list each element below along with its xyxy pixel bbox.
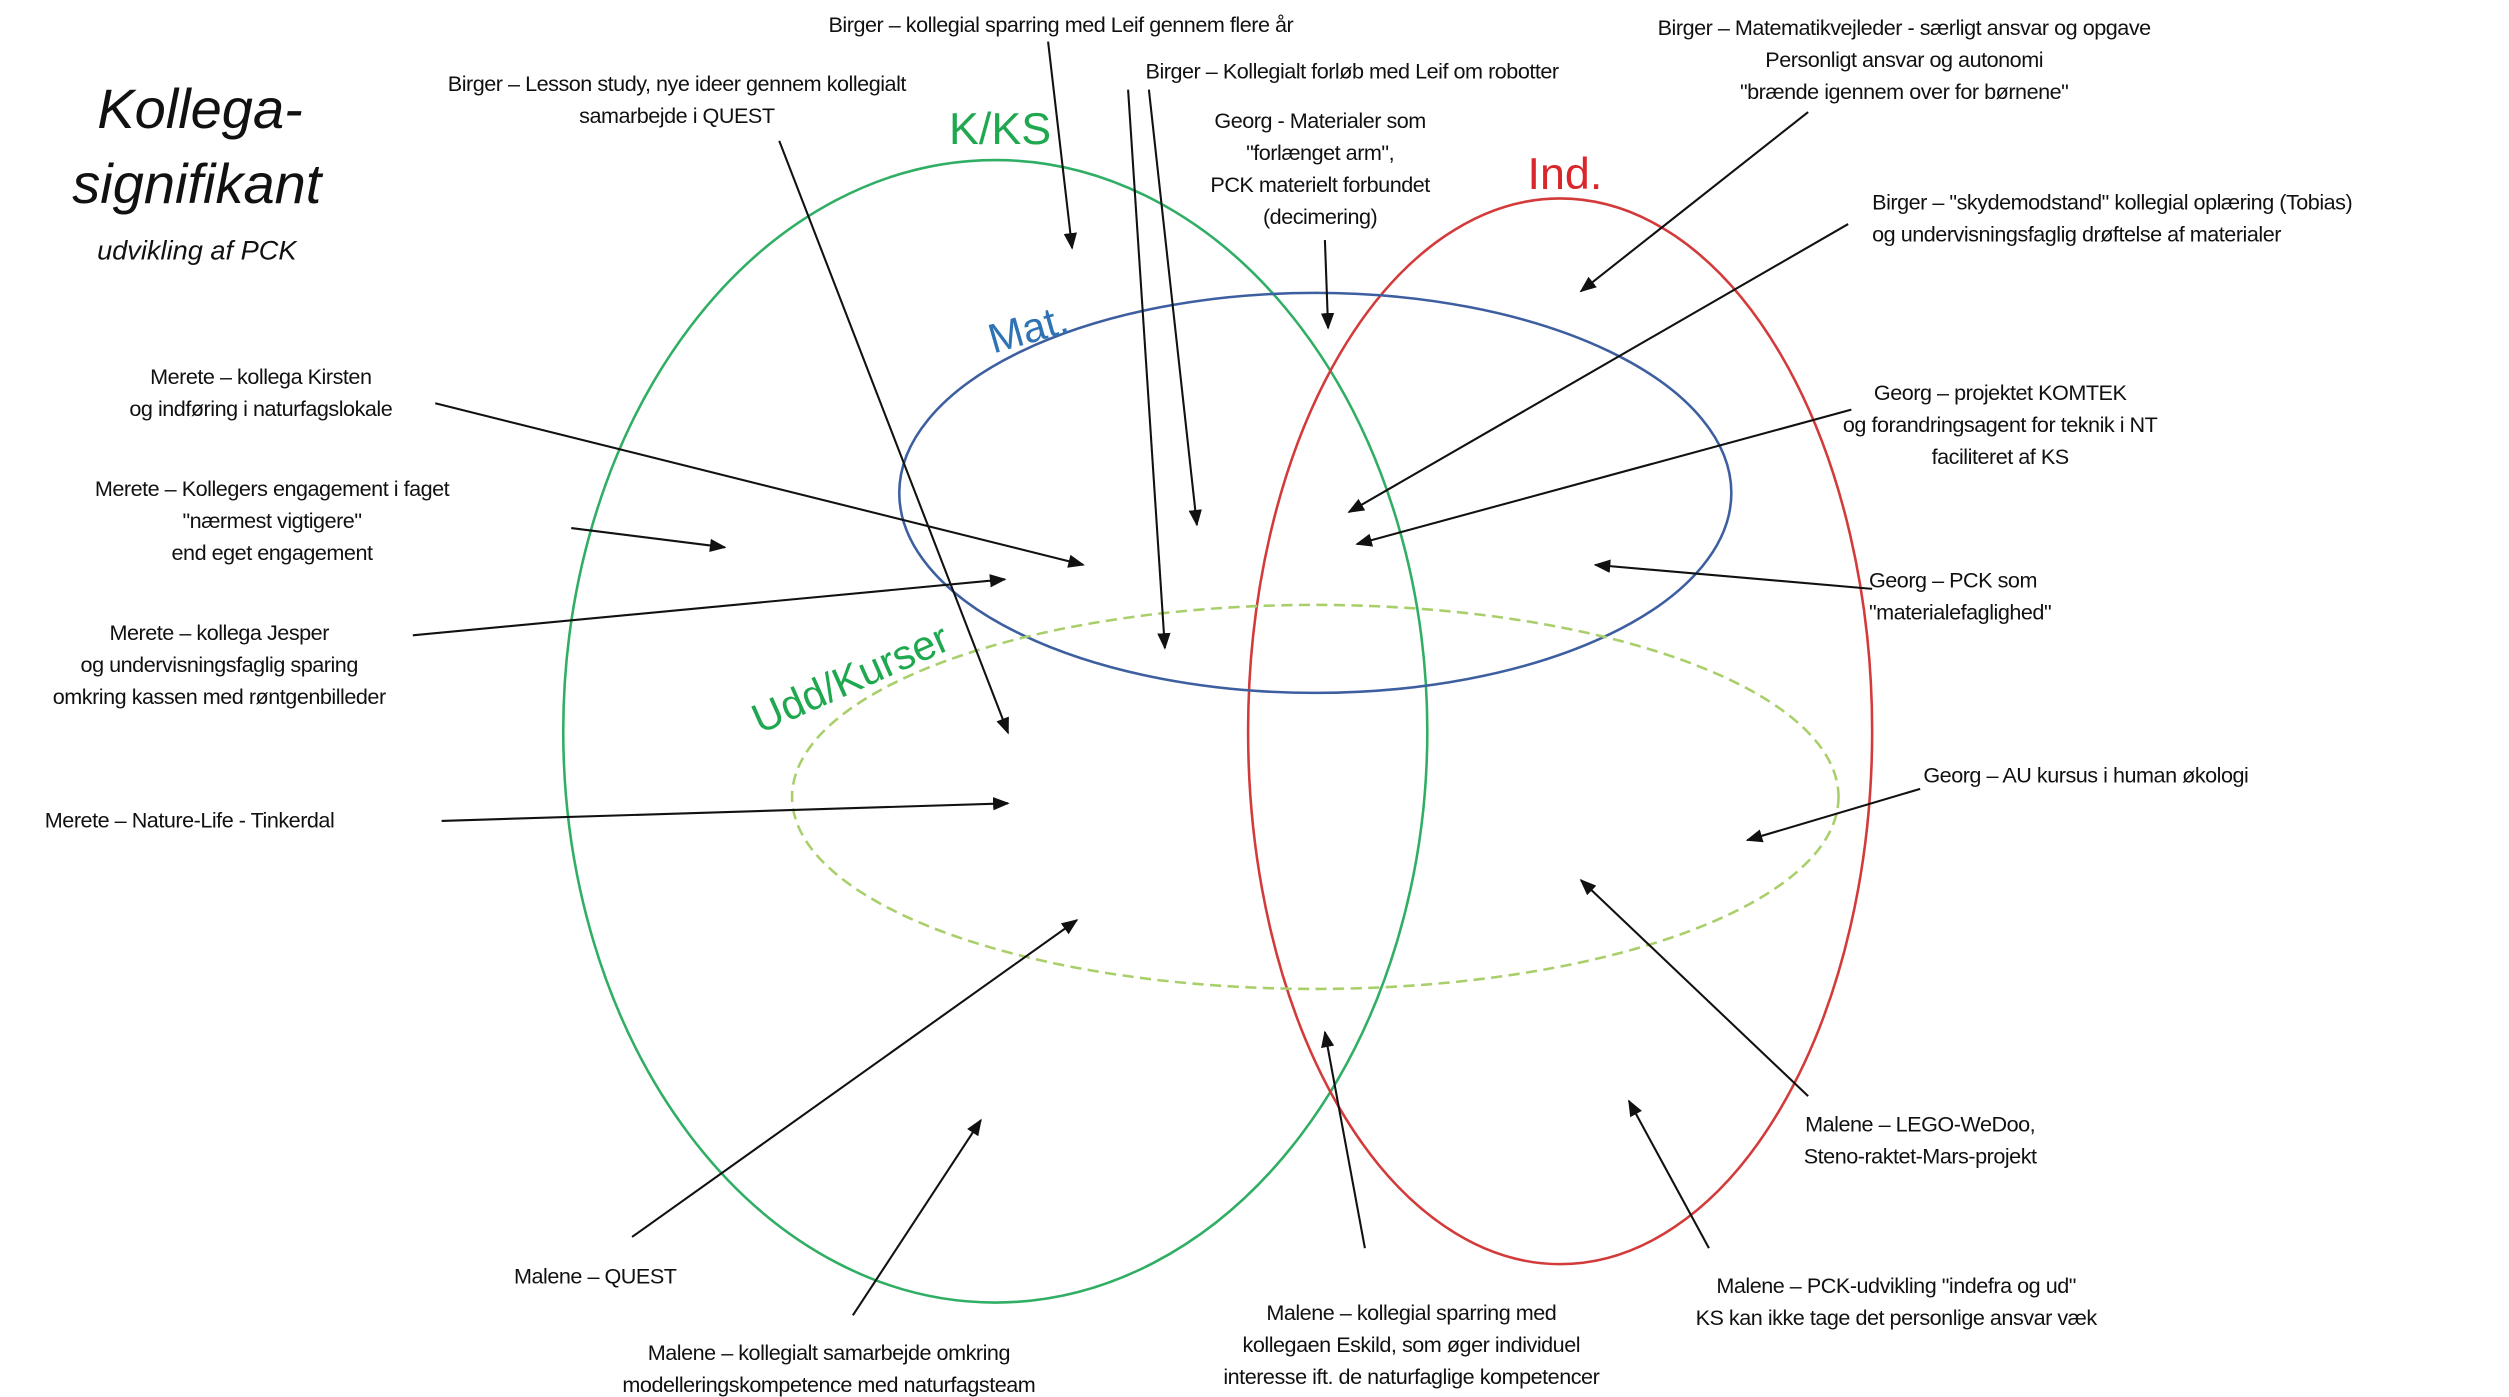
annotation: Malene – kollegial sparring med kollegaen… <box>1223 1030 1600 1389</box>
arrow <box>1320 240 1335 330</box>
annotation-text: modelleringskompetence med naturfagsteam <box>622 1372 1035 1397</box>
annotation: Georg – PCK som "materialefaglighed" <box>1593 559 2052 624</box>
arrow <box>1355 408 1852 547</box>
annotation-text: Malene – LEGO-WeDoo, <box>1805 1111 2035 1136</box>
annotation: Birger – Lesson study, nye ideer gennem … <box>448 71 1010 735</box>
arrow <box>434 402 1085 568</box>
annotation-text: Georg – PCK som <box>1869 567 2037 592</box>
annotation-text: kollegaen Eskild, som øger individuel <box>1243 1332 1581 1357</box>
annotation-text: Malene – kollegialt samarbejde omkring <box>648 1340 1010 1365</box>
annotation: Georg - Materialer som "forlænget arm", PC… <box>1210 108 1431 330</box>
annotation: Merete – Nature-Life - Tinkerdal <box>45 797 1010 832</box>
annotation-text: Merete – Nature-Life - Tinkerdal <box>45 807 334 832</box>
arrow <box>1628 1099 1710 1249</box>
annotation: Merete – kollega Jesper og undervisningsf… <box>53 574 1007 709</box>
annotation-text: Malene – QUEST <box>514 1263 677 1288</box>
annotation: Merete – kollega Kirsten og indføring i n… <box>129 364 1085 568</box>
set-label: Ind. <box>1528 149 1603 199</box>
arrow <box>1047 41 1077 250</box>
arrow <box>778 140 1010 735</box>
annotation-text: interesse ift. de naturfaglige kompetenc… <box>1223 1364 1599 1389</box>
annotation-text: "forlænget arm", <box>1246 140 1394 165</box>
annotation: Malene – QUEST <box>514 919 1079 1288</box>
annotation-text: og undervisningsfaglig sparing <box>81 652 358 677</box>
set-label: Mat. <box>983 295 1074 362</box>
annotation-text: Georg – projektet KOMTEK <box>1874 380 2128 405</box>
annotation-text: (decimering) <box>1263 204 1377 229</box>
annotation: Malene – kollegialt samarbejde omkring mo… <box>622 1118 1036 1397</box>
arrow <box>571 527 727 553</box>
arrow <box>1147 89 1202 527</box>
annotation: Birger – kollegial sparring med Leif gen… <box>829 12 1294 250</box>
annotation: Georg – AU kursus i human økologi <box>1745 763 2249 843</box>
arrow <box>1579 111 1809 293</box>
annotation-text: Birger – kollegial sparring med Leif gen… <box>829 12 1294 37</box>
set-udd <box>790 603 1840 991</box>
annotation-text: PCK materielt forbundet <box>1210 172 1430 197</box>
arrow <box>851 1118 982 1316</box>
annotation-text: KS kan ikke tage det personlige ansvar v… <box>1696 1305 2098 1330</box>
annotation-text: "materialefaglighed" <box>1869 599 2051 624</box>
title: Kollega- <box>97 77 302 140</box>
arrow <box>1347 223 1849 513</box>
annotation-text: Malene – kollegial sparring med <box>1266 1300 1556 1325</box>
annotation-text: Personligt ansvar og autonomi <box>1765 47 2043 72</box>
annotation-text: og undervisningsfaglig drøftelse af mate… <box>1872 222 2281 247</box>
annotation-text: Merete – kollega Jesper <box>110 620 330 645</box>
annotation: Birger – Matematikvejleder - særligt ans… <box>1579 15 2152 293</box>
arrow <box>1321 1030 1366 1249</box>
annotation-text: "nærmest vigtigere" <box>183 508 362 533</box>
annotation-text: Merete – Kollegers engagement i faget <box>95 476 450 501</box>
arrow <box>441 797 1010 822</box>
annotation-text: Birger – "skydemodstand" kollegial oplær… <box>1872 190 2352 215</box>
annotation-text: Georg - Materialer som <box>1214 108 1425 133</box>
arrow <box>1745 787 1921 843</box>
set-label: K/KS <box>949 104 1051 154</box>
annotation-text: Birger – Kollegialt forløb med Leif om r… <box>1146 58 1559 83</box>
annotation: Merete – Kollegers engagement i faget "næ… <box>95 476 727 565</box>
arrow <box>412 574 1007 637</box>
annotation: Malene – LEGO-WeDoo, Steno-raktet-Mars-pr… <box>1579 878 2038 1168</box>
annotation: Georg – projektet KOMTEK og forandringsag… <box>1355 380 2158 547</box>
annotation-text: end eget engagement <box>172 540 373 565</box>
annotation-text: faciliteret af KS <box>1932 444 2069 469</box>
arrow <box>1593 559 1873 590</box>
annotation-text: og forandringsagent for teknik i NT <box>1843 412 2158 437</box>
annotation-text: samarbejde i QUEST <box>579 103 775 128</box>
subtitle: udvikling af PCK <box>97 234 298 265</box>
arrow <box>1579 878 1809 1097</box>
annotation-text: "brænde igennem over for børnene" <box>1740 79 2068 104</box>
annotation-text: Georg – AU kursus i human økologi <box>1923 763 2248 788</box>
title: signifikant <box>72 152 323 215</box>
annotation-text: Birger – Lesson study, nye ideer gennem … <box>448 71 907 96</box>
arrow <box>631 919 1079 1238</box>
annotation: Birger – Kollegialt forløb med Leif om r… <box>1127 58 1559 650</box>
annotation: Birger – "skydemodstand" kollegial oplær… <box>1347 190 2353 513</box>
annotation-text: Birger – Matematikvejleder - særligt ans… <box>1658 15 2152 40</box>
annotation-text: Merete – kollega Kirsten <box>150 364 371 389</box>
set-label: Udd/Kurser <box>745 614 956 743</box>
set-kks <box>561 158 1429 1304</box>
set-ind <box>1246 197 1874 1266</box>
arrow <box>1127 89 1171 650</box>
annotation-text: Malene – PCK-udvikling "indefra og ud" <box>1716 1273 2076 1298</box>
annotation: Malene – PCK-udvikling "indefra og ud" KS… <box>1628 1099 2098 1330</box>
annotation-text: Steno-raktet-Mars-projekt <box>1804 1143 2037 1168</box>
annotation-text: omkring kassen med røntgenbilleder <box>53 684 386 709</box>
set-mat <box>897 291 1733 695</box>
annotation-text: og indføring i naturfagslokale <box>129 396 392 421</box>
